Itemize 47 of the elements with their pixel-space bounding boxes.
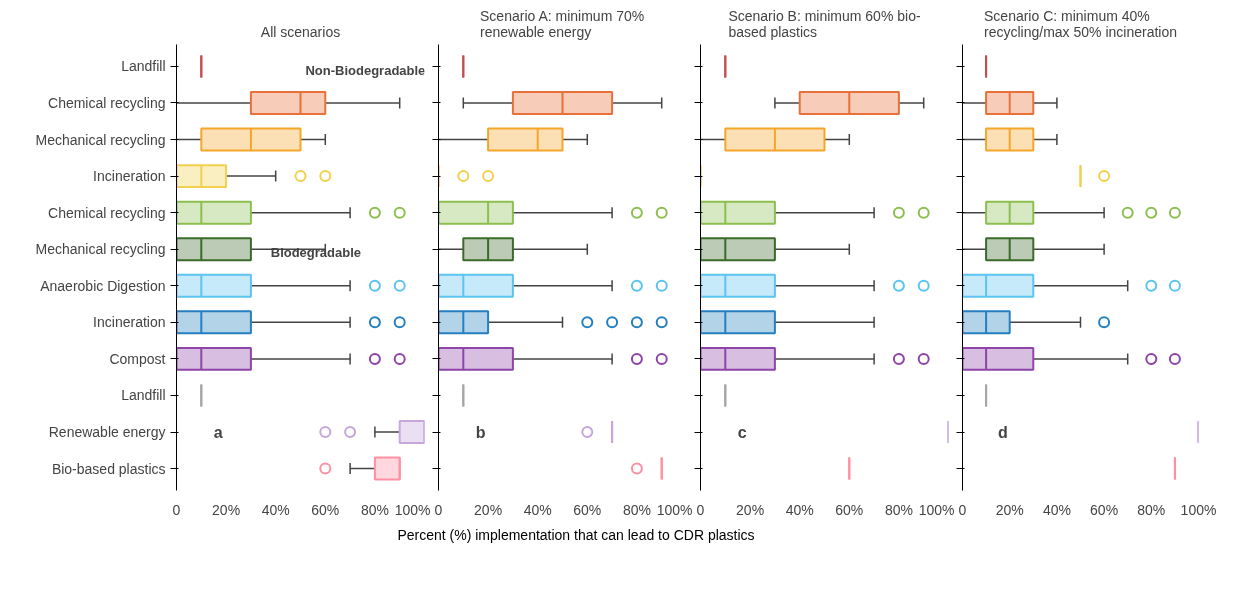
x-tick-label: 100% xyxy=(394,501,431,518)
y-tick-label: Landfill xyxy=(121,387,166,404)
y-tick-label: Renewable energy xyxy=(48,424,166,441)
x-axis-title: Percent (%) implementation that can lead to CDR plastics xyxy=(397,526,755,545)
x-tick-label: 40% xyxy=(1042,501,1071,518)
x-tick-label: 60% xyxy=(573,501,602,518)
x-tick-label: 0 xyxy=(958,501,967,518)
x-tick-label: 60% xyxy=(311,501,340,518)
x-tick-label: 40% xyxy=(261,501,290,518)
y-tick-label: Anaerobic Digestion xyxy=(40,277,166,294)
annotation: Biodegradable xyxy=(270,245,362,261)
x-tick-label: 20% xyxy=(995,501,1024,518)
x-tick-label: 80% xyxy=(360,501,389,518)
annotation: c xyxy=(737,423,747,441)
chart-title: Scenario B: minimum 60% bio-based plastics xyxy=(728,7,921,40)
x-tick-label: 0 xyxy=(172,501,181,518)
x-tick-label: 100% xyxy=(1180,501,1217,518)
y-tick-label: Mechanical recycling xyxy=(35,131,166,148)
y-tick-label: Mechanical recycling xyxy=(35,241,166,258)
x-tick-label: 0 xyxy=(434,501,443,518)
annotation: b xyxy=(475,423,486,441)
y-tick-label: Incineration xyxy=(93,168,166,185)
x-tick-label: 60% xyxy=(835,501,864,518)
y-tick-label: Compost xyxy=(109,350,166,367)
y-tick-label: Incineration xyxy=(93,314,166,331)
y-tick-label: Landfill xyxy=(121,58,166,75)
x-tick-label: 40% xyxy=(523,501,552,518)
annotation: a xyxy=(213,423,223,441)
x-tick-label: 80% xyxy=(622,501,651,518)
x-tick-label: 100% xyxy=(918,501,955,518)
x-tick-label: 80% xyxy=(884,501,913,518)
x-tick-label: 20% xyxy=(474,501,503,518)
x-tick-label: 40% xyxy=(785,501,814,518)
x-tick-label: 0 xyxy=(696,501,705,518)
x-tick-label: 20% xyxy=(736,501,765,518)
chart-title: Scenario A: minimum 70% renewable energy xyxy=(480,7,645,40)
chart-title: Scenario C: minimum 40% recycling/max 50% incineration xyxy=(984,7,1177,40)
chart-title: All scenarios xyxy=(260,23,341,40)
x-tick-label: 20% xyxy=(212,501,241,518)
annotation: d xyxy=(997,423,1008,441)
y-tick-label: Chemical recycling xyxy=(48,204,166,221)
annotation: Non-Biodegradable xyxy=(305,62,426,78)
x-tick-label: 100% xyxy=(656,501,693,518)
y-tick-label: Chemical recycling xyxy=(48,94,166,111)
y-tick-label: Bio-based plastics xyxy=(51,460,166,477)
x-tick-label: 60% xyxy=(1090,501,1119,518)
x-tick-label: 80% xyxy=(1137,501,1166,518)
